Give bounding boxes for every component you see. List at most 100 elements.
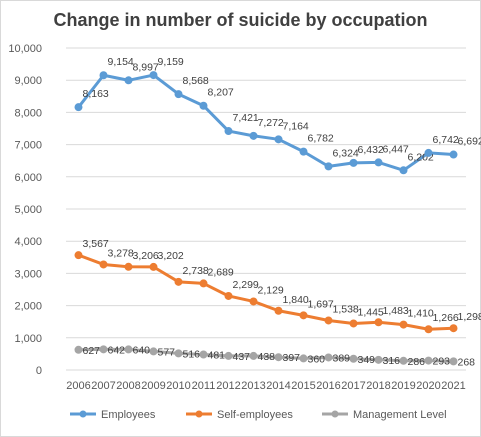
data-point [374, 355, 383, 364]
series-line [77, 73, 454, 172]
data-label: 3,202 [158, 250, 184, 262]
y-tick-label: 3,000 [14, 268, 42, 280]
data-label: 389 [333, 352, 351, 364]
data-point [199, 279, 208, 288]
data-point [174, 349, 183, 358]
data-point [274, 306, 283, 315]
data-point [224, 291, 233, 300]
series-management-level: 627 642 640 577 516 481 437 438 397 360 389 349 316 2… [74, 344, 476, 368]
y-tick-label: 7,000 [14, 140, 42, 152]
x-tick-label: 2011 [192, 380, 216, 392]
data-point [124, 345, 133, 354]
data-point [174, 277, 183, 286]
data-label: 8,568 [183, 75, 209, 87]
data-point [124, 262, 133, 271]
data-point [224, 127, 233, 136]
y-tick-label: 5,000 [14, 204, 42, 216]
x-tick-label: 2009 [141, 380, 165, 392]
data-point [74, 103, 83, 112]
data-label: 1,410 [408, 308, 434, 320]
data-label: 1,538 [333, 303, 359, 315]
data-point [149, 262, 158, 271]
x-tick-label: 2017 [341, 380, 365, 392]
data-point [374, 158, 383, 167]
chart-title: Change in number of suicide by occupatio… [53, 10, 428, 30]
data-point [124, 76, 133, 85]
data-point [299, 311, 308, 320]
data-label: 642 [108, 344, 126, 356]
data-point [399, 166, 408, 175]
data-label: 6,447 [383, 143, 409, 155]
data-point [449, 150, 458, 159]
data-label: 8,997 [133, 61, 159, 73]
data-label: 6,782 [308, 133, 334, 145]
data-point [199, 350, 208, 359]
data-label: 2,299 [233, 279, 259, 291]
data-label: 293 [433, 356, 451, 368]
legend-marker [195, 410, 203, 418]
y-tick-label: 10,000 [8, 43, 42, 55]
data-point [324, 353, 333, 362]
series-line [77, 253, 454, 331]
x-tick-label: 2019 [391, 380, 415, 392]
y-tick-label: 1,000 [14, 333, 42, 345]
data-label: 516 [183, 348, 201, 360]
data-point [249, 351, 258, 360]
data-point [324, 316, 333, 325]
data-point [449, 357, 458, 366]
y-tick-label: 2,000 [14, 301, 42, 313]
data-label: 1,298 [458, 311, 481, 323]
x-tick-label: 2013 [241, 380, 265, 392]
data-label: 2,129 [258, 284, 284, 296]
data-point [249, 131, 258, 140]
data-label: 438 [258, 351, 276, 363]
data-point [74, 251, 83, 260]
data-point [374, 318, 383, 327]
data-label: 349 [358, 354, 376, 366]
data-point [349, 158, 358, 167]
x-tick-label: 2008 [116, 380, 140, 392]
legend-label: Management Level [353, 409, 447, 421]
data-point [149, 71, 158, 80]
data-label: 9,159 [158, 56, 184, 68]
data-point [249, 297, 258, 306]
x-tick-label: 2010 [166, 380, 190, 392]
legend-marker [79, 410, 87, 418]
data-label: 1,483 [383, 305, 409, 317]
x-tick-label: 2012 [216, 380, 240, 392]
data-point [324, 162, 333, 171]
data-label: 6,432 [358, 144, 384, 156]
data-point [449, 324, 458, 333]
data-label: 316 [383, 355, 401, 367]
data-label: 481 [208, 350, 226, 362]
data-point [99, 260, 108, 269]
data-point [399, 320, 408, 329]
data-point [99, 345, 108, 354]
data-point [299, 354, 308, 363]
data-point [274, 353, 283, 362]
data-label: 577 [158, 346, 176, 358]
data-point [99, 71, 108, 80]
data-point [399, 356, 408, 365]
x-tick-label: 2021 [441, 380, 465, 392]
legend-label: Employees [101, 409, 156, 421]
data-label: 7,421 [233, 112, 259, 124]
data-label: 268 [458, 356, 476, 368]
x-tick-label: 2018 [366, 380, 390, 392]
x-tick-label: 2006 [66, 380, 90, 392]
x-tick-label: 2015 [291, 380, 315, 392]
data-label: 397 [283, 352, 301, 364]
data-point [424, 148, 433, 157]
data-label: 3,278 [108, 247, 134, 259]
data-label: 1,445 [358, 306, 384, 318]
data-label: 6,324 [333, 147, 359, 159]
data-label: 1,840 [283, 294, 309, 306]
legend-label: Self-employees [217, 409, 293, 421]
data-label: 640 [133, 344, 151, 356]
y-tick-label: 8,000 [14, 107, 42, 119]
data-label: 2,689 [208, 266, 234, 278]
y-tick-label: 6,000 [14, 172, 42, 184]
